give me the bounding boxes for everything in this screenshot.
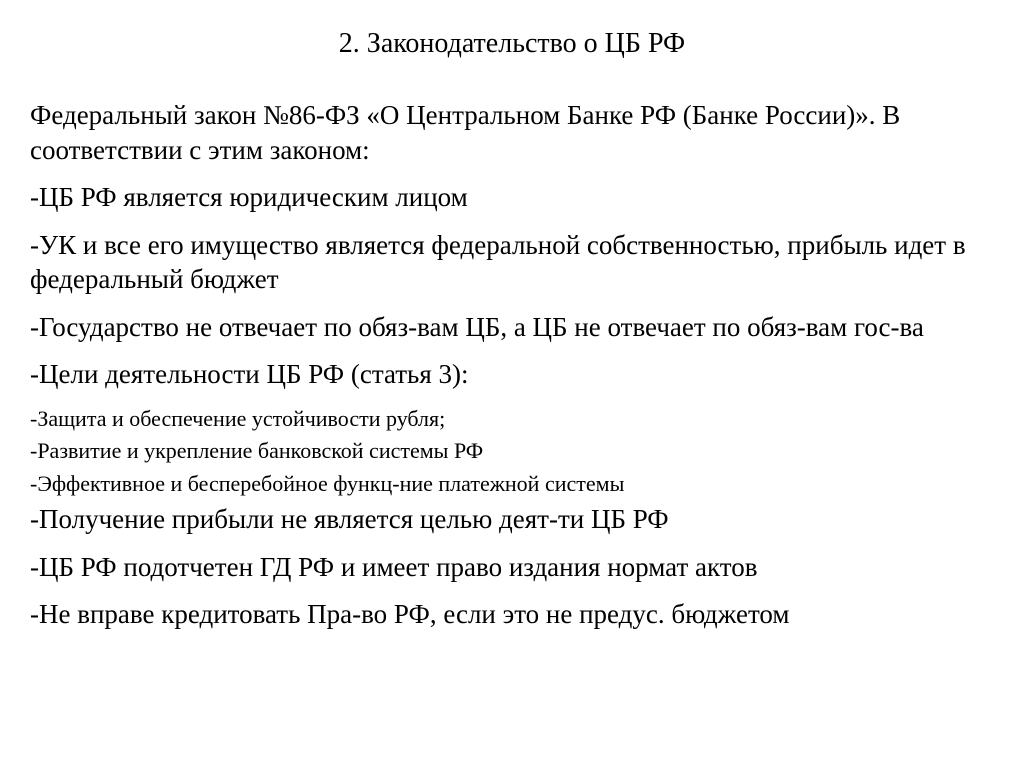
paragraph-subitem: -Защита и обеспечение устойчивости рубля…: [30, 405, 994, 433]
paragraph-subitem: -Развитие и укрепление банковской систем…: [30, 437, 994, 465]
paragraph-item: -ЦБ РФ является юридическим лицом: [30, 180, 994, 215]
paragraph-item: -УК и все его имущество является федерал…: [30, 228, 994, 297]
document-title: 2. Законодательство о ЦБ РФ: [30, 28, 994, 60]
paragraph-item: -Цели деятельности ЦБ РФ (статья 3):: [30, 357, 994, 392]
paragraph-item: -ЦБ РФ подотчетен ГД РФ и имеет право из…: [30, 550, 994, 585]
paragraph-item: -Получение прибыли не является целью дея…: [30, 502, 994, 537]
paragraph-item: -Государство не отвечает по обяз-вам ЦБ,…: [30, 310, 994, 345]
paragraph-subitem: -Эффективное и бесперебойное функц-ние п…: [30, 470, 994, 498]
paragraph-intro: Федеральный закон №86-ФЗ «О Центральном …: [30, 98, 994, 167]
paragraph-item: -Не вправе кредитовать Пра-во РФ, если э…: [30, 597, 994, 632]
